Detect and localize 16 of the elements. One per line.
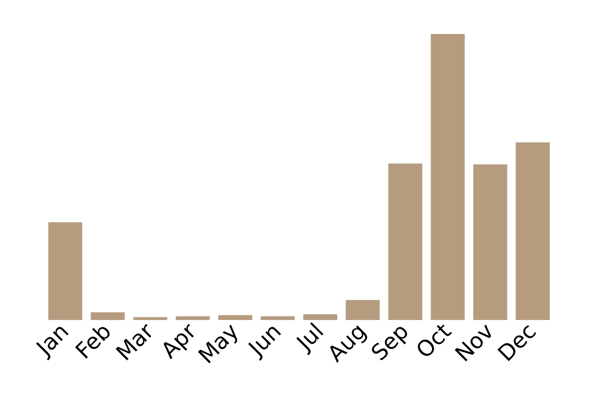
bar: [388, 164, 422, 320]
bar: [516, 142, 550, 320]
bar: [176, 316, 210, 320]
bar: [430, 34, 465, 320]
x-tick-label: Jul: [291, 319, 330, 358]
bar: [90, 312, 125, 320]
bar: [473, 164, 508, 320]
bar: [346, 300, 380, 320]
bar: [260, 316, 295, 320]
x-tick-label: Sep: [367, 319, 414, 366]
x-tick-label: Dec: [494, 319, 542, 367]
bar: [303, 314, 338, 320]
x-tick-label: Jun: [243, 319, 287, 363]
bar: [218, 315, 252, 320]
bar: [48, 222, 82, 320]
bar: [133, 317, 168, 320]
